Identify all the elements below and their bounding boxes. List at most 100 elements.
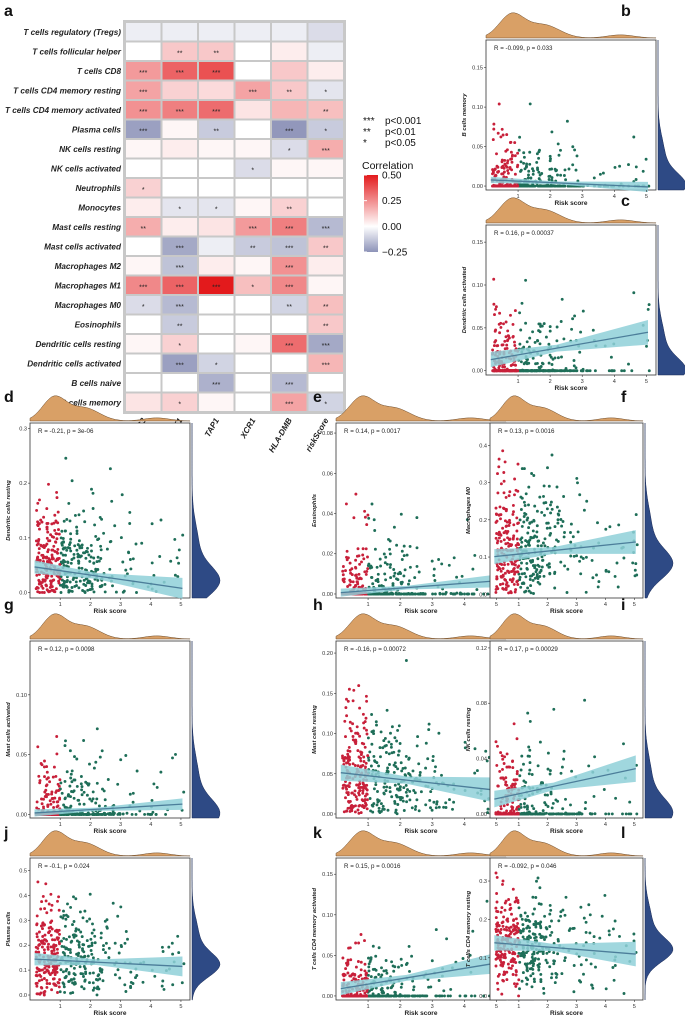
data-point — [80, 566, 84, 570]
data-point — [35, 981, 39, 985]
heatmap-cell — [272, 179, 307, 197]
data-point — [171, 756, 174, 760]
data-point — [352, 688, 356, 692]
data-point — [348, 762, 352, 766]
data-point — [520, 540, 524, 544]
data-point — [177, 951, 181, 955]
data-point — [552, 962, 556, 966]
data-point — [42, 546, 46, 550]
data-point — [552, 951, 556, 955]
data-point — [388, 786, 392, 790]
x-tick-label: 3 — [575, 602, 578, 608]
x-axis-label: Risk score — [94, 828, 127, 835]
data-point — [555, 325, 559, 329]
data-point — [385, 562, 389, 566]
data-point — [621, 812, 624, 816]
heatmap-star: *** — [285, 343, 293, 350]
data-point — [510, 958, 514, 962]
data-point — [496, 921, 500, 925]
heatmap-star: * — [142, 187, 145, 194]
data-point — [77, 566, 81, 570]
data-point — [363, 745, 367, 749]
data-point — [64, 553, 67, 557]
data-point — [463, 746, 467, 750]
x-tick-label: 5 — [179, 602, 182, 608]
data-point — [394, 808, 398, 812]
data-point — [412, 988, 415, 992]
heatmap-cell — [235, 42, 270, 60]
data-point — [176, 934, 180, 938]
data-point — [116, 968, 120, 972]
data-point — [438, 591, 442, 595]
data-point — [82, 975, 85, 978]
x-tick-label: 3 — [581, 379, 584, 385]
data-point — [569, 531, 572, 534]
data-point — [80, 985, 84, 989]
data-point — [86, 588, 90, 592]
data-point — [406, 788, 409, 792]
data-point — [69, 532, 73, 536]
data-point — [507, 544, 511, 548]
data-point — [374, 720, 378, 724]
data-point — [129, 986, 133, 990]
heatmap-cell — [162, 315, 197, 333]
data-point — [62, 559, 65, 562]
data-point — [522, 467, 526, 471]
data-point — [546, 521, 550, 525]
data-point — [57, 928, 61, 932]
data-point — [48, 780, 52, 784]
data-point — [86, 954, 90, 958]
data-point — [509, 313, 512, 317]
data-point — [501, 582, 505, 586]
data-point — [55, 557, 59, 561]
data-point — [547, 342, 551, 346]
data-point — [432, 574, 436, 577]
data-point — [388, 790, 392, 794]
data-point — [351, 722, 355, 726]
data-point — [496, 784, 500, 788]
y-tick-label: 0.10 — [16, 693, 27, 699]
data-point — [50, 971, 54, 975]
heatmap-cell — [126, 140, 161, 158]
data-point — [103, 919, 107, 923]
data-point — [399, 957, 403, 961]
data-point — [105, 547, 109, 551]
data-point — [72, 977, 76, 981]
data-point — [538, 342, 542, 346]
data-point — [69, 991, 73, 995]
data-point — [573, 314, 577, 318]
y-tick-label: 0.3 — [19, 918, 27, 924]
data-point — [525, 982, 529, 986]
data-point — [517, 978, 521, 982]
data-point — [408, 969, 411, 973]
data-point — [514, 984, 518, 988]
data-point — [69, 905, 73, 909]
heatmap-star: *** — [139, 128, 147, 135]
data-point — [45, 978, 49, 982]
data-point — [550, 976, 553, 980]
x-tick-label: 4 — [463, 602, 466, 608]
data-point — [500, 158, 504, 162]
x-tick-label: 4 — [613, 379, 616, 385]
data-point — [348, 568, 352, 572]
data-point — [381, 994, 385, 998]
data-point — [134, 812, 138, 816]
data-point — [548, 933, 552, 937]
data-point — [607, 933, 611, 937]
data-point — [110, 499, 114, 503]
data-point — [125, 572, 129, 576]
data-point — [440, 773, 443, 777]
data-point — [56, 510, 60, 514]
data-point — [377, 809, 381, 813]
heatmap-star: ** — [177, 323, 183, 330]
data-point — [532, 519, 536, 523]
x-axis-label: Risk score — [405, 828, 438, 835]
data-point — [424, 741, 428, 745]
data-point — [359, 960, 363, 964]
data-point — [67, 972, 71, 976]
data-point — [103, 798, 107, 802]
data-point — [560, 972, 564, 976]
heatmap-cell — [162, 120, 197, 138]
data-point — [437, 731, 441, 735]
data-point — [383, 572, 387, 576]
